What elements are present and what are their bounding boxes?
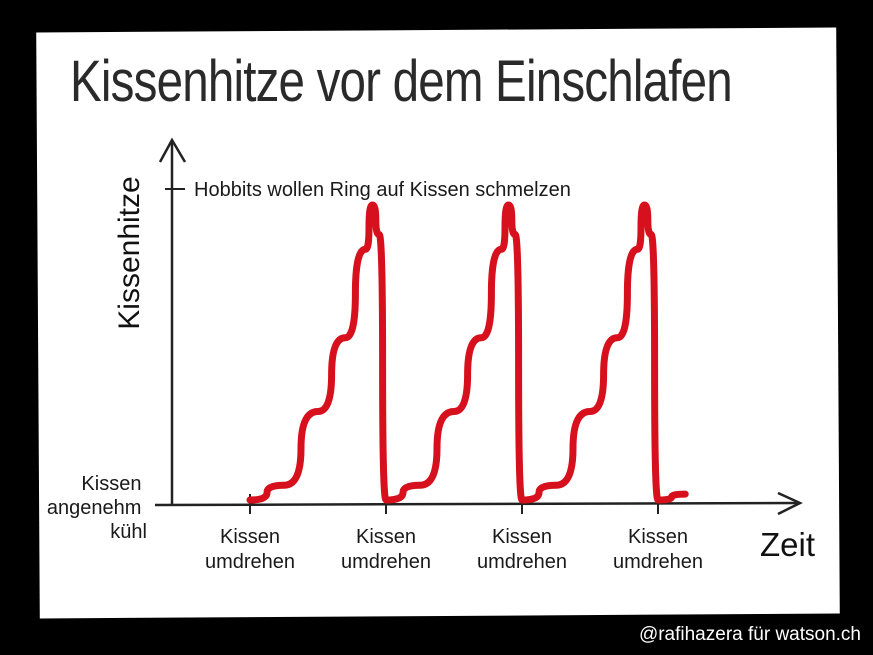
x-tick-label: Kissen umdrehen	[205, 526, 295, 573]
y-bottom-label-line-1: Kissen	[81, 473, 141, 495]
x-tick-label-line: umdrehen	[613, 551, 703, 573]
x-tick-label: Kissen umdrehen	[477, 526, 567, 573]
y-bottom-label-line-3: kühl	[110, 521, 147, 543]
x-tick-label-line: umdrehen	[341, 551, 431, 573]
chart-title: Kissenhitze vor dem Einschlafen	[70, 49, 733, 114]
x-ticks-group: Kissen umdrehen Kissen umdrehen Kissen umdreh…	[205, 494, 703, 573]
y-bottom-label-line-2: angenehm	[47, 497, 142, 519]
x-tick-label-line: Kissen	[220, 526, 280, 548]
x-tick-label-line: Kissen	[628, 526, 688, 548]
x-tick-label-line: Kissen	[356, 526, 416, 548]
x-axis-title: Zeit	[760, 526, 816, 563]
x-axis	[154, 501, 801, 507]
x-tick-label-line: Kissen	[492, 526, 552, 548]
y-top-label: Hobbits wollen Ring auf Kissen schmelzen	[194, 179, 571, 201]
x-tick-label-line: umdrehen	[205, 551, 295, 573]
x-tick-label: Kissen umdrehen	[613, 526, 703, 573]
heat-line	[246, 201, 689, 504]
x-tick-label: Kissen umdrehen	[341, 526, 431, 573]
x-tick-label-line: umdrehen	[477, 551, 567, 573]
y-axis-arrowhead	[158, 137, 187, 163]
x-axis-arrowhead	[777, 491, 803, 516]
y-bottom-label: Kissen angenehm kühl	[47, 473, 147, 543]
credit-text: @rafihazera für watson.ch	[638, 624, 861, 645]
